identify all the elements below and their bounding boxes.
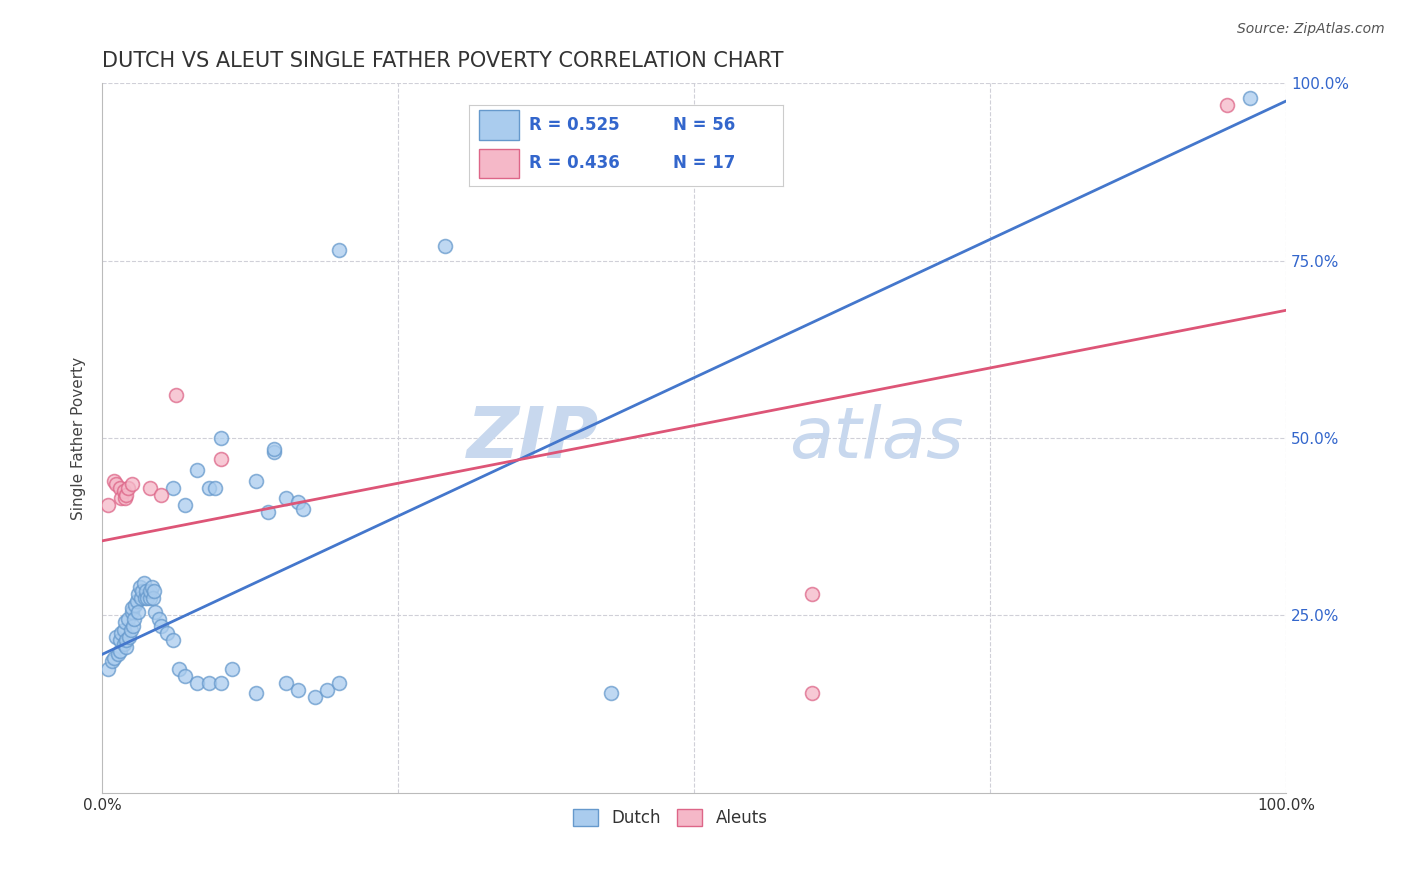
Point [127,587,149,601]
Point [209,431,232,445]
Point [263,445,285,459]
Point [142,591,165,605]
Point [257,506,280,520]
Point [145,605,167,619]
Point [304,690,326,704]
Point [114,615,136,630]
Point [115,640,138,655]
Point [801,686,824,700]
Point [174,668,197,682]
Point [121,477,143,491]
Point [121,605,143,619]
Point [197,675,219,690]
Point [274,675,297,690]
Point [162,481,184,495]
Point [287,495,309,509]
Point [114,491,136,506]
Point [245,474,267,488]
Point [197,481,219,495]
Point [209,675,232,690]
Point [162,633,184,648]
Text: atlas: atlas [789,403,963,473]
Point [263,442,285,456]
Point [204,481,226,495]
Point [135,583,157,598]
Point [105,630,128,644]
Point [143,583,166,598]
Point [150,619,173,633]
Point [105,477,128,491]
Point [316,682,339,697]
Point [125,594,148,608]
Point [600,686,623,700]
Point [328,243,350,257]
Point [801,587,824,601]
Point [108,644,131,658]
Text: Source: ZipAtlas.com: Source: ZipAtlas.com [1237,22,1385,37]
Point [97,499,120,513]
Point [138,591,160,605]
Point [245,686,267,700]
Point [132,576,155,591]
Point [131,583,153,598]
Point [328,675,350,690]
Point [108,481,131,495]
Point [1239,90,1261,104]
Point [108,633,131,648]
Point [221,661,243,675]
Point [117,612,139,626]
Point [118,630,141,644]
Point [112,484,135,499]
Point [167,661,190,675]
Point [292,502,315,516]
Point [186,463,208,477]
Point [103,651,125,665]
Point [115,488,138,502]
Point [107,648,129,662]
Point [434,239,457,253]
Point [97,661,120,675]
Point [117,481,139,495]
Legend: Dutch, Aleuts: Dutch, Aleuts [567,803,775,834]
Point [110,491,132,506]
Point [156,626,179,640]
Point [148,612,170,626]
Point [174,499,197,513]
Point [115,633,138,648]
Point [287,682,309,697]
Point [124,598,146,612]
Point [127,605,149,619]
Point [138,583,160,598]
Point [129,591,152,605]
Point [112,637,135,651]
Point [120,623,142,637]
Point [274,491,297,506]
Point [121,601,143,615]
Point [165,388,187,402]
Point [122,612,145,626]
Point [100,655,122,669]
Point [150,488,173,502]
Point [129,580,152,594]
Point [110,626,132,640]
Y-axis label: Single Father Poverty: Single Father Poverty [72,357,86,519]
Point [186,675,208,690]
Point [138,481,160,495]
Point [209,452,232,467]
Point [134,591,156,605]
Point [141,580,163,594]
Point [103,474,125,488]
Point [122,619,145,633]
Point [136,591,159,605]
Point [112,623,135,637]
Text: ZIP: ZIP [467,403,599,473]
Point [1216,97,1239,112]
Text: DUTCH VS ALEUT SINGLE FATHER POVERTY CORRELATION CHART: DUTCH VS ALEUT SINGLE FATHER POVERTY COR… [103,51,783,70]
